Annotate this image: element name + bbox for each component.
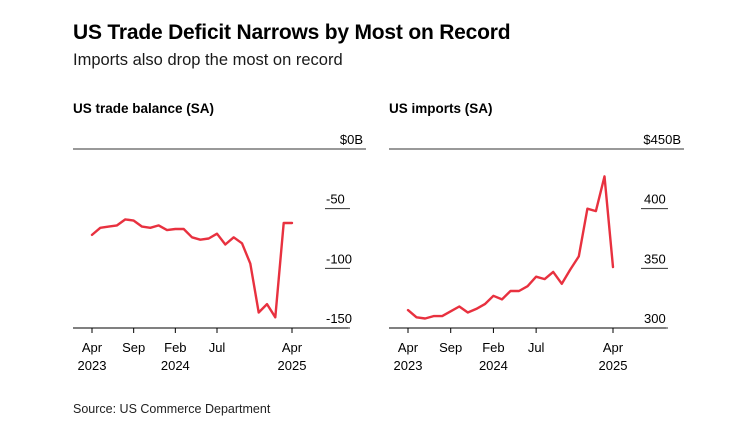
imports-xtick-year: 2023 bbox=[394, 358, 423, 373]
balance-xtick-label: Apr bbox=[282, 340, 303, 355]
source-note: Source: US Commerce Department bbox=[73, 402, 271, 416]
trade-balance-panel: US trade balance (SA) $0B -50 -100 -150 Apr 2… bbox=[73, 101, 366, 373]
balance-xtick-year: 2024 bbox=[161, 358, 190, 373]
imports-xtick-label: Sep bbox=[439, 340, 462, 355]
balance-ytick-label: -100 bbox=[326, 251, 352, 266]
imports-series-line bbox=[406, 175, 615, 320]
imports-xtick-year: 2025 bbox=[599, 358, 628, 373]
imports-ytick-label: $450B bbox=[643, 132, 681, 147]
balance-ytick-label: $0B bbox=[340, 132, 363, 147]
balance-xtick-year: 2025 bbox=[278, 358, 307, 373]
imports-xtick-label: Apr bbox=[603, 340, 624, 355]
balance-xtick-label: Jul bbox=[209, 340, 226, 355]
balance-xtick-label: Feb bbox=[164, 340, 186, 355]
balance-xtick-year: 2023 bbox=[78, 358, 107, 373]
imports-ytick-label: 300 bbox=[644, 311, 666, 326]
imports-xtick-label: Apr bbox=[398, 340, 419, 355]
chart-title: US Trade Deficit Narrows by Most on Reco… bbox=[73, 21, 511, 44]
balance-series-line bbox=[90, 218, 294, 319]
imports-xtick-year: 2024 bbox=[479, 358, 508, 373]
balance-xtick-label: Sep bbox=[122, 340, 145, 355]
balance-xtick-label: Apr bbox=[82, 340, 103, 355]
imports-xtick-label: Feb bbox=[482, 340, 504, 355]
balance-ytick-label: -150 bbox=[326, 311, 352, 326]
chart-subtitle: Imports also drop the most on record bbox=[73, 51, 343, 69]
trade-balance-title: US trade balance (SA) bbox=[73, 101, 214, 116]
imports-title: US imports (SA) bbox=[389, 101, 493, 116]
imports-xtick-label: Jul bbox=[528, 340, 545, 355]
balance-ytick-label: -50 bbox=[326, 192, 345, 207]
imports-panel: US imports (SA) $450B 400 350 300 Apr 2023 Sep… bbox=[389, 101, 684, 373]
imports-ytick-label: 350 bbox=[644, 251, 666, 266]
imports-ytick-label: 400 bbox=[644, 192, 666, 207]
